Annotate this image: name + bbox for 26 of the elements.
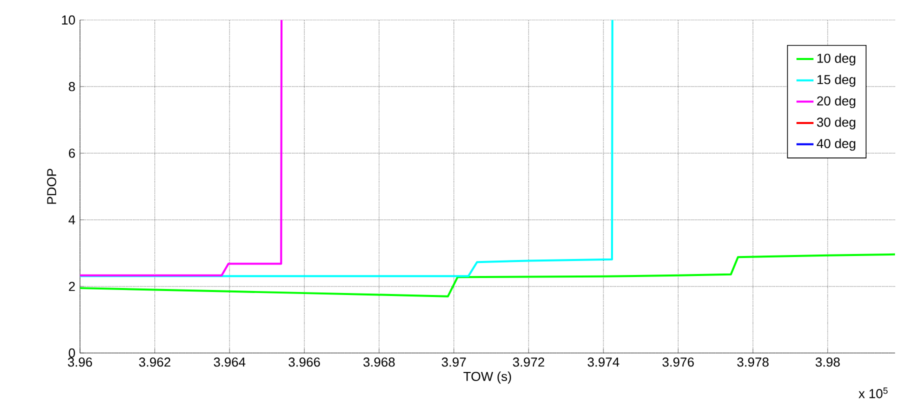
x-axis-title: TOW (s) [463,372,512,384]
y-tick-label: 6 [68,148,75,158]
y-tick-label: 10 [62,15,75,25]
x-tick-label: 3.978 [737,358,769,367]
legend-label: 40 deg [816,138,856,151]
x-tick-label: 3.97 [442,358,466,367]
x-tick-label: 3.962 [139,358,170,367]
y-tick-label: 4 [68,215,76,224]
line-series [80,253,896,298]
x-tick-label: 3.98 [816,358,840,367]
x-tick-label: 3.968 [363,358,395,367]
legend-label: 30 deg [816,117,856,130]
y-axis-title: PDOP [47,168,56,204]
legend-label: 15 deg [817,74,856,87]
x-tick-label: 3.966 [288,358,320,367]
y-tick-label: 8 [68,82,75,92]
x-tick-label: 3.972 [512,358,544,367]
x-tick-label: 3.96 [68,358,92,367]
x-tick-label: 3.964 [214,358,246,367]
y-tick-label: 2 [68,282,75,291]
y-tick-label: 0 [68,348,75,358]
x-tick-label: 3.976 [662,358,694,367]
text: x 10$^{5}$ [858,388,888,398]
x-tick-label: 3.974 [588,358,620,367]
legend-label: 20 deg [817,96,856,108]
legend-label: 10 deg [817,53,856,66]
